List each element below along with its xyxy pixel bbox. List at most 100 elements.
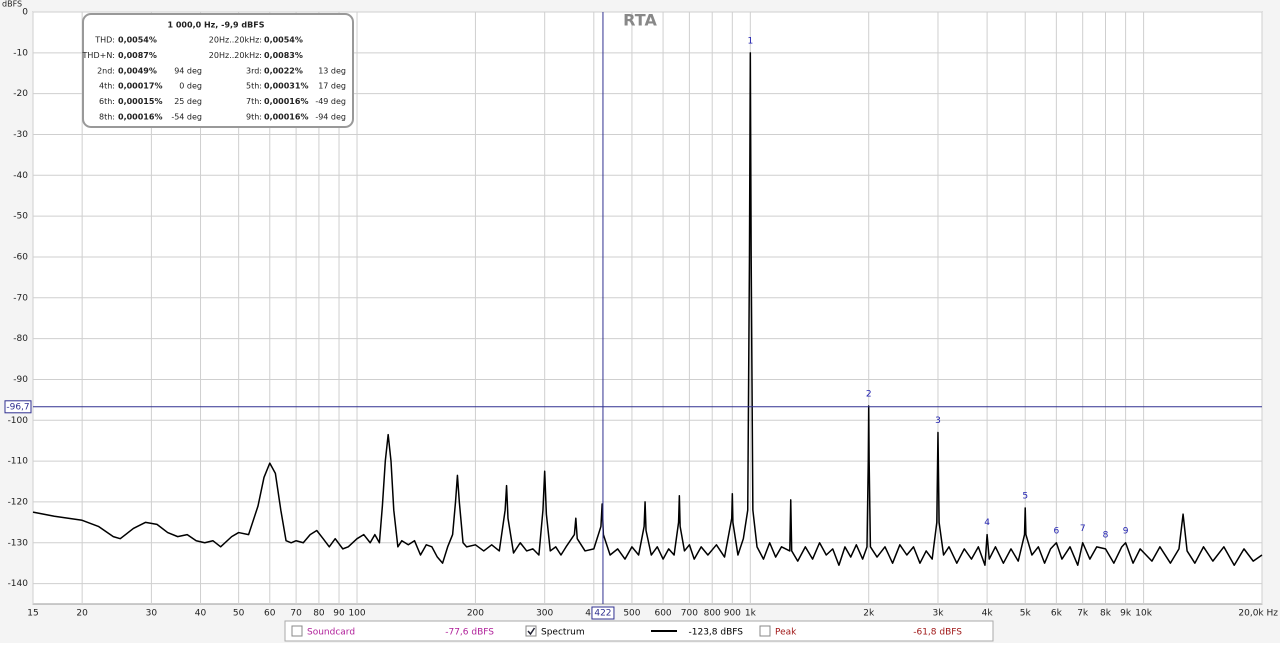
- y-tick-label: -100: [8, 416, 29, 426]
- info-phase: 94 deg: [174, 66, 202, 75]
- legend-checkbox[interactable]: [759, 625, 771, 637]
- info-label: THD:: [94, 36, 115, 45]
- harmonic-label: 4: [984, 518, 990, 528]
- info-label: 20Hz..20kHz:: [209, 51, 262, 60]
- y-tick-label: -60: [13, 252, 28, 262]
- info-label: 5th:: [246, 82, 262, 91]
- y-axis-label: dBFS: [2, 0, 22, 9]
- info-value: 0,0022%: [264, 66, 303, 75]
- x-tick-label: 70: [290, 609, 302, 619]
- y-tick-label: -80: [13, 334, 28, 344]
- x-tick-label: 40: [195, 609, 207, 619]
- harmonic-label: 9: [1123, 526, 1129, 536]
- x-tick-label: 20: [76, 609, 88, 619]
- legend-checkbox[interactable]: [525, 625, 537, 637]
- info-value: 0,0083%: [264, 51, 303, 60]
- info-phase: 0 deg: [179, 82, 202, 91]
- info-value: 0,00016%: [264, 97, 308, 106]
- legend-name: Peak: [775, 628, 797, 638]
- x-tick-label: 30: [146, 609, 158, 619]
- x-tick-label: 100: [348, 609, 365, 619]
- info-phase: 13 deg: [318, 66, 346, 75]
- info-phase: -49 deg: [315, 97, 346, 106]
- info-label: 8th:: [99, 113, 115, 122]
- info-value: 0,00016%: [264, 113, 308, 122]
- legend-level: -77,6 dBFS: [445, 628, 494, 638]
- x-tick-label: 3k: [932, 609, 944, 619]
- info-phase: 25 deg: [174, 97, 202, 106]
- y-tick-label: -70: [13, 293, 28, 303]
- x-tick-label: 20,0k Hz: [1238, 609, 1278, 619]
- info-value: 0,0054%: [264, 36, 303, 45]
- x-tick-label: 4k: [982, 609, 994, 619]
- y-tick-label: -140: [8, 579, 29, 589]
- x-tick-label: 7k: [1077, 609, 1089, 619]
- y-tick-label: 0: [22, 8, 28, 18]
- cursor: 422 -96,7: [4, 12, 1262, 620]
- harmonic-label: 3: [935, 416, 941, 426]
- info-label: 7th:: [246, 97, 262, 106]
- info-label: 4th:: [99, 82, 115, 91]
- checkmark: [527, 627, 536, 636]
- legend-frame: [284, 620, 994, 642]
- x-tick-label: 1k: [745, 609, 757, 619]
- cursor-y-label: -96,7: [6, 402, 29, 412]
- x-tick-label: 5k: [1020, 609, 1032, 619]
- series: 1 2 3 4 5 6 7 8 9: [32, 36, 1263, 566]
- y-tick-label: -90: [13, 375, 28, 385]
- y-tick-label: -50: [13, 212, 28, 222]
- cursor-x-label: 422: [594, 609, 611, 619]
- x-tick-label: 9k: [1120, 609, 1132, 619]
- x-tick-label: 6k: [1051, 609, 1063, 619]
- y-tick-label: -10: [13, 48, 28, 58]
- spectrum-line: [32, 52, 1263, 566]
- info-value: 0,00017%: [118, 82, 162, 91]
- cursor-y-box: [4, 400, 32, 414]
- legend-name: Soundcard: [307, 628, 355, 638]
- x-tick-label: 10k: [1135, 609, 1152, 619]
- x-tick-label: 90: [333, 609, 345, 619]
- harmonic-label: 8: [1103, 530, 1109, 540]
- x-tick-label: 600: [654, 609, 671, 619]
- info-value: 0,00031%: [264, 82, 308, 91]
- y-tick-label: -20: [13, 89, 28, 99]
- info-label: 6th:: [99, 97, 115, 106]
- info-phase: -94 deg: [315, 113, 346, 122]
- x-tick-label: 300: [536, 609, 553, 619]
- x-tick-label: 60: [264, 609, 276, 619]
- info-value: 0,0087%: [118, 51, 157, 60]
- legend-name: Spectrum: [541, 628, 585, 638]
- y-tick-label: -110: [8, 457, 29, 467]
- x-tick-label: 500: [623, 609, 640, 619]
- harmonic-label: 2: [866, 389, 872, 399]
- harmonic-label: 5: [1022, 492, 1028, 502]
- grid: 0 -10 -20 -30 -40 -50 -60 -70 -80 -90 -100 -110 -120…: [8, 8, 1279, 619]
- info-frame: [82, 13, 354, 128]
- info-label: 3rd:: [246, 66, 262, 75]
- info-phase: -54 deg: [171, 113, 202, 122]
- legend-checkbox[interactable]: [291, 625, 303, 637]
- legend-level: -123,8 dBFS: [689, 628, 744, 638]
- harmonic-label: 1: [747, 36, 753, 46]
- info-value: 0,0054%: [118, 36, 157, 45]
- info-label: THD+N:: [82, 51, 115, 60]
- cursor-x-box: [591, 606, 615, 620]
- info-value: 0,00015%: [118, 97, 162, 106]
- y-tick-label: -120: [8, 497, 29, 507]
- info-label: 20Hz..20kHz:: [209, 36, 262, 45]
- harmonic-label: 6: [1053, 526, 1059, 536]
- x-tick-label: 15: [27, 609, 38, 619]
- info-value: 0,00016%: [118, 113, 162, 122]
- info-phase: 17 deg: [318, 82, 346, 91]
- x-tick-label: 200: [467, 609, 484, 619]
- x-tick-label: 8k: [1100, 609, 1112, 619]
- x-tick-label: 800: [704, 609, 721, 619]
- x-tick-label: 900: [724, 609, 741, 619]
- chart-title: RTA: [623, 11, 657, 30]
- legend-level: -61,8 dBFS: [913, 628, 962, 638]
- harmonic-label: 7: [1080, 524, 1086, 534]
- y-tick-label: -130: [8, 538, 29, 548]
- y-tick-label: -30: [13, 130, 28, 140]
